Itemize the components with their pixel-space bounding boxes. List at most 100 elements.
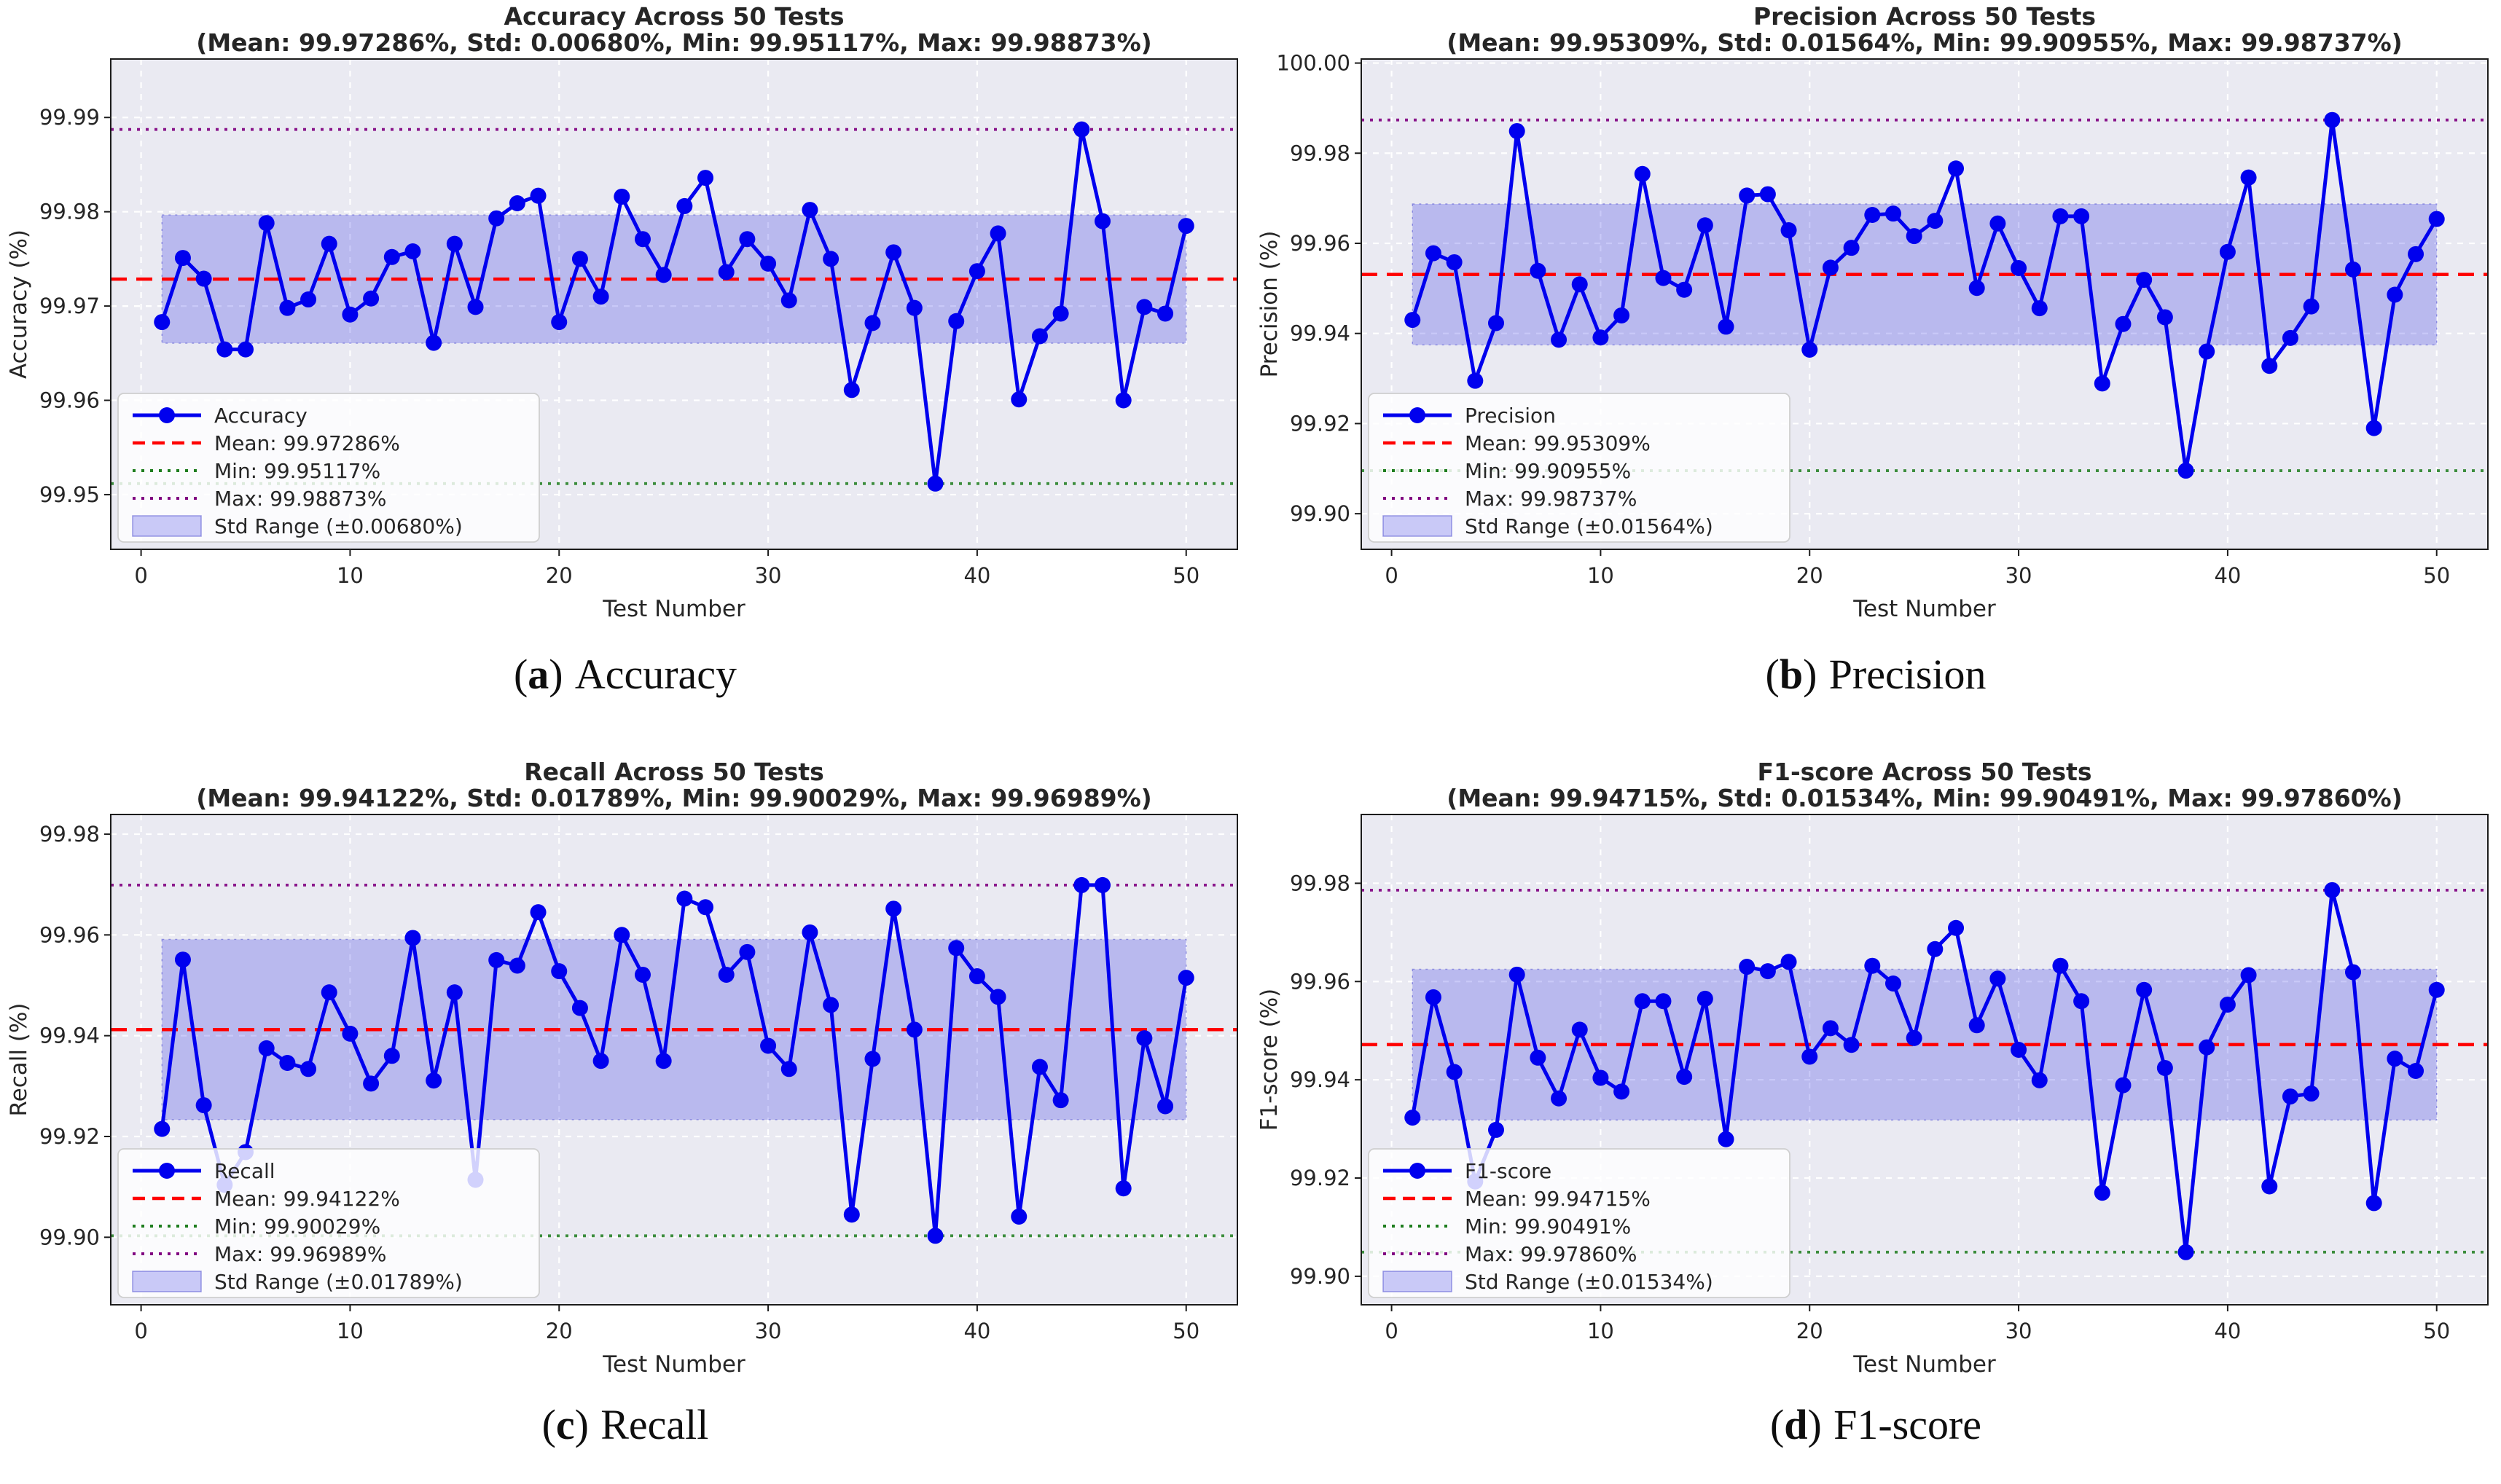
data-point: [1759, 186, 1776, 203]
data-point: [1508, 122, 1525, 139]
legend-label: Min: 99.90955%: [1465, 459, 1631, 483]
data-point: [1884, 205, 1901, 222]
data-point: [760, 255, 777, 272]
data-point: [258, 1040, 275, 1056]
y-tick-label: 99.94: [1290, 1067, 1350, 1092]
data-point: [300, 1061, 317, 1077]
caption-d-close: ): [1807, 1401, 1822, 1448]
data-point: [2344, 261, 2361, 278]
x-tick-label: 20: [546, 1319, 573, 1343]
data-point: [843, 1206, 860, 1223]
data-point: [300, 291, 317, 308]
data-point: [2408, 1063, 2424, 1080]
y-axis-label: Accuracy (%): [6, 229, 32, 379]
data-point: [404, 930, 421, 946]
chart-f1score-canvas: 0 10 20 30 40 50 99.90 99.92 99.94 99.96 99.98 Test…: [1256, 758, 2489, 1378]
axes-frame: [1361, 58, 2489, 550]
data-point: [1467, 372, 1484, 389]
legend-marker-icon: [159, 407, 175, 423]
x-tick-label: 30: [755, 563, 782, 588]
data-point: [2052, 957, 2069, 974]
data-point: [1968, 280, 1985, 297]
data-point: [174, 250, 191, 267]
data-point: [1634, 993, 1651, 1010]
caption-a-label: Accuracy: [574, 651, 737, 698]
data-point: [676, 890, 693, 907]
y-tick-label: 99.95: [39, 482, 100, 507]
x-tick-label: 30: [2005, 1319, 2032, 1343]
data-point: [426, 334, 442, 351]
legend-label: Std Range (±0.01789%): [214, 1270, 463, 1294]
data-point: [2052, 208, 2069, 224]
figure-accuracy: 0 10 20 30 40 50 99.95 99.96 99.97 99.98 99.99 Test…: [0, 0, 1250, 729]
x-axis-label: Test Number: [1852, 596, 1996, 622]
legend-label: Std Range (±0.01534%): [1465, 1270, 1713, 1294]
data-point: [1571, 1021, 1588, 1038]
data-point: [2136, 981, 2153, 998]
data-point: [216, 341, 233, 358]
data-point: [446, 984, 463, 1001]
y-tick-label: 99.96: [1290, 231, 1350, 256]
data-point: [571, 1000, 588, 1016]
data-point: [1425, 245, 1441, 262]
data-point: [1801, 1048, 1818, 1065]
data-point: [1739, 187, 1756, 204]
data-point: [718, 966, 735, 983]
data-point: [509, 195, 525, 212]
data-point: [1136, 1030, 1153, 1047]
data-point: [2408, 246, 2424, 262]
series-markers: [1404, 111, 2445, 479]
axes-frame: [110, 58, 1238, 550]
axis-ticks: 0 10 20 30 40 50 99.95 99.96 99.97 99.98 99.99: [39, 105, 1199, 588]
data-point: [1613, 307, 1630, 323]
data-point: [383, 1048, 400, 1064]
data-point: [1136, 299, 1153, 315]
data-point: [2261, 1178, 2278, 1195]
legend: Accuracy Mean: 99.97286% Min: 99.95117% Max…: [117, 393, 540, 543]
chart-title: F1-score Across 50 Tests: [1757, 758, 2091, 786]
legend: F1-score Mean: 99.94715% Min: 99.90491% Max…: [1368, 1148, 1790, 1298]
x-axis-label: Test Number: [1852, 1351, 1996, 1378]
caption-d-letter: d: [1784, 1401, 1808, 1448]
x-tick-label: 0: [134, 563, 147, 588]
data-point: [1927, 941, 1944, 957]
series-markers: [154, 121, 1194, 492]
data-point: [2387, 286, 2403, 303]
data-point: [2344, 964, 2361, 981]
y-axis-label: F1-score (%): [1256, 989, 1283, 1131]
data-point: [1094, 213, 1111, 229]
caption-d-open: (: [1769, 1401, 1785, 1448]
data-point: [2219, 996, 2236, 1013]
legend-label: Max: 99.98873%: [214, 487, 386, 511]
data-point: [697, 170, 714, 187]
caption-b-letter: b: [1779, 651, 1804, 698]
data-point: [1613, 1083, 1630, 1100]
data-point: [467, 299, 484, 315]
data-point: [2073, 208, 2090, 224]
legend-label: Std Range (±0.01564%): [1465, 514, 1713, 538]
legend-label: Min: 99.95117%: [214, 459, 380, 483]
data-point: [321, 984, 337, 1001]
data-point: [1052, 1092, 1069, 1109]
x-tick-label: 40: [963, 563, 990, 588]
data-point: [1530, 262, 1546, 279]
data-point: [446, 235, 463, 252]
data-point: [927, 475, 944, 492]
y-axis-label: Recall (%): [6, 1003, 32, 1117]
data-point: [2282, 329, 2298, 346]
data-point: [1843, 240, 1860, 256]
data-point: [2219, 243, 2236, 260]
data-point: [1696, 990, 1713, 1007]
data-point: [509, 957, 525, 974]
data-point: [1073, 121, 1090, 138]
data-point: [1884, 975, 1901, 992]
data-point: [383, 248, 400, 265]
data-point: [1031, 1059, 1048, 1075]
data-point: [1178, 218, 1194, 235]
x-tick-label: 50: [1173, 563, 1199, 588]
legend-band-swatch: [132, 1271, 202, 1292]
y-tick-label: 99.98: [1290, 141, 1350, 165]
data-point: [321, 235, 337, 252]
data-point: [154, 314, 171, 331]
legend-label: Accuracy: [214, 404, 308, 428]
